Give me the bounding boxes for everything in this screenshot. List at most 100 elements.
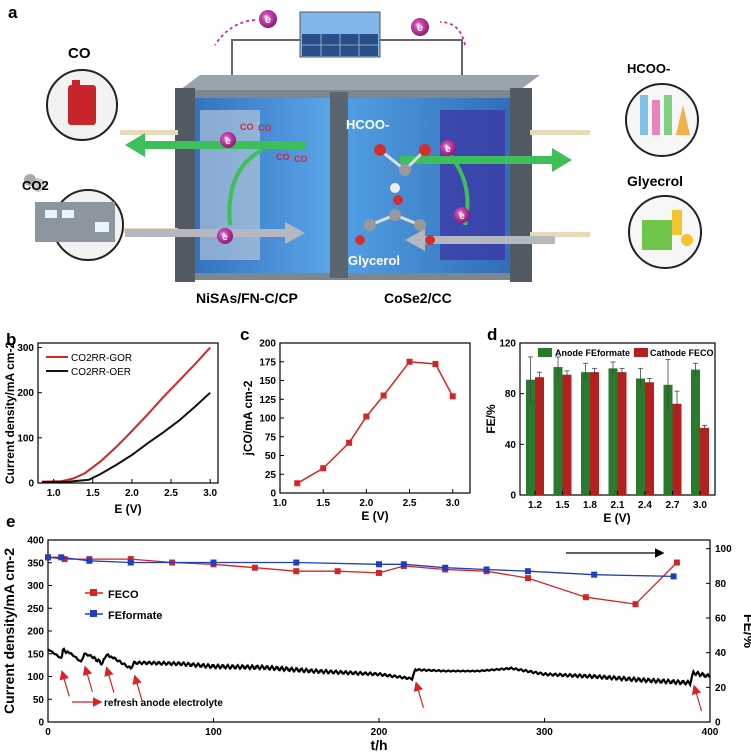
lab-glassware-icon	[625, 83, 699, 157]
y-tick-label: 40	[505, 440, 517, 451]
y-axis-label: jCO/mA cm-2	[241, 380, 255, 456]
legend-entry-gor: CO2RR-GOR	[71, 353, 132, 364]
legend-entry-fe-formate: FEformate	[108, 610, 162, 622]
y-tick-label: 0	[510, 491, 516, 502]
data-point	[406, 358, 413, 365]
y-axis-label-right: FE/%	[741, 614, 751, 649]
svg-text:e: e	[417, 22, 423, 34]
x-tick-label: 200	[371, 727, 388, 738]
y-tick-label: 0	[270, 489, 276, 500]
legend: CO2RR-GOR CO2RR-OER	[46, 353, 132, 378]
data-point	[483, 566, 490, 573]
formate-outflow-arrowhead	[552, 148, 572, 172]
bar-anode-formate	[553, 367, 563, 495]
series-line-current-density	[47, 647, 711, 688]
x-tick-label: 2.5	[403, 498, 417, 509]
x-tick-label: 2.0	[125, 488, 139, 499]
x-axis-label: E (V)	[114, 502, 141, 516]
glycerol-label: Glycerol	[348, 253, 400, 268]
glycerol-inflow-arrowhead	[405, 229, 425, 251]
data-point	[376, 561, 382, 568]
series-line-gor	[41, 346, 211, 483]
panel-d-fe-bar-chart: d 1.2 1.5 1.8 2.1 2.4 2.7 3.0 0 40 80 120 Anode F…	[484, 325, 716, 525]
x-tick-label: 1.8	[583, 500, 597, 511]
x-tick-label: 100	[205, 727, 222, 738]
panel-label-c: c	[240, 325, 249, 344]
y-tick-label: 100	[17, 433, 34, 444]
refresh-marker-arrow	[132, 674, 143, 702]
co-outflow-arrowhead	[125, 133, 145, 157]
x-axis-label: t/h	[370, 737, 387, 753]
co-canister-icon	[46, 69, 118, 141]
panel-label-d: d	[487, 325, 497, 344]
y-tick-label: 200	[259, 339, 276, 350]
pipe	[120, 130, 178, 135]
bar-anode-formate	[581, 372, 590, 495]
panel-c-jco-chart: c 1.0 1.5 2.0 2.5 3.0 0 25 50 75 100 125 150 175 200…	[240, 325, 471, 523]
refresh-marker-arrow	[82, 665, 93, 692]
formate-molecule-icon	[374, 144, 431, 193]
data-point	[251, 564, 258, 571]
annotation-text: refresh anode electrolyte	[104, 698, 223, 709]
fuel-dispenser-icon	[628, 195, 702, 269]
y-tick-label: 100	[259, 414, 276, 425]
bar-cathode-co	[700, 427, 709, 495]
y-tick-label: 25	[265, 470, 277, 481]
electron-icon: e	[220, 132, 236, 148]
co-product-label: CO	[68, 45, 91, 62]
x-tick-label: 1.5	[316, 498, 330, 509]
bar-cathode-co	[590, 372, 599, 495]
electron-path-right	[439, 21, 466, 46]
formate-label: HCOO-	[346, 117, 389, 132]
solar-panel-icon	[299, 11, 381, 58]
data-point	[400, 561, 407, 568]
x-tick-label: 3.0	[446, 498, 460, 509]
x-tick-label: 2.4	[638, 500, 652, 511]
data-point	[670, 573, 677, 580]
legend-entry-anode: Anode FEformate	[555, 348, 630, 358]
data-point	[673, 559, 680, 566]
y-tick-label: 100	[27, 672, 44, 683]
glycerol-molecule-icon	[355, 195, 435, 245]
x-tick-label: 1.2	[528, 500, 542, 511]
electron-path-left	[214, 19, 256, 46]
panel-b-lsv-chart: b 1.0 1.5 2.0 2.5 3.0 0 100 200 300 CO2RR-GOR C…	[3, 330, 219, 516]
x-tick-label: 2.0	[359, 498, 373, 509]
y-tick-label-right: 0	[715, 718, 721, 729]
y-tick-label: 150	[259, 376, 276, 387]
y-tick-label: 200	[27, 627, 44, 638]
bar-cathode-co	[535, 377, 544, 495]
bar-cathode-co	[672, 403, 682, 495]
y-tick-label: 350	[27, 558, 44, 569]
y-axis-label: Current density/mA cm-2	[1, 548, 17, 714]
bar-anode-formate	[526, 379, 535, 495]
x-tick-label: 3.0	[203, 488, 217, 499]
legend-entry-cathode: Cathode FECO	[650, 348, 714, 358]
series-line-jco	[296, 361, 454, 484]
data-point	[58, 554, 65, 561]
svg-text:CO: CO	[294, 154, 308, 164]
legend: Anode FEformate Cathode FECO	[538, 348, 714, 358]
data-point	[376, 569, 382, 576]
x-tick-label: 1.0	[47, 488, 61, 499]
y-tick-label: 120	[499, 339, 516, 350]
co-molecules: CO CO CO CO	[240, 122, 308, 164]
panel-a-schematic: a e e	[8, 3, 702, 306]
data-point	[334, 568, 341, 575]
data-point	[380, 392, 387, 399]
legend: FECO FEformate	[85, 589, 162, 622]
svg-text:CO: CO	[276, 152, 290, 162]
data-point	[294, 480, 301, 487]
y-tick-label: 0	[28, 479, 34, 490]
y-tick-label: 200	[17, 388, 34, 399]
y-axis-label: FE/%	[484, 404, 498, 434]
panel-label-a: a	[8, 3, 18, 22]
electron-icon: e	[440, 140, 456, 156]
anode-electrode	[440, 110, 505, 260]
data-point	[442, 564, 449, 571]
y-tick-label: 400	[27, 536, 44, 547]
y-tick-label: 50	[265, 451, 277, 462]
data-point	[61, 556, 68, 563]
bar-anode-formate	[691, 369, 700, 495]
